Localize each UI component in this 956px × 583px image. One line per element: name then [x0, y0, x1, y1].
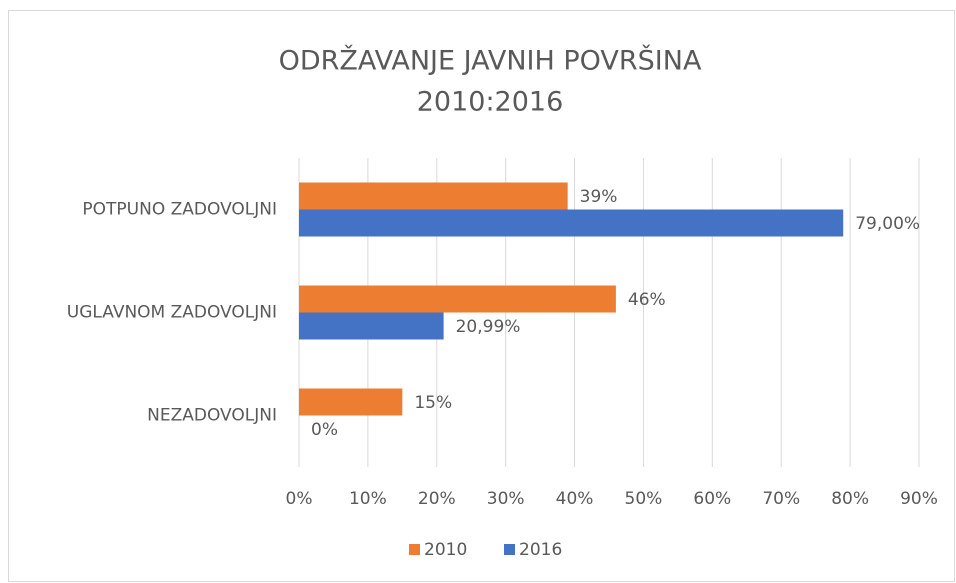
data-label: 0% — [311, 420, 338, 440]
y-tick-label: POTPUNO ZADOVOLJNI — [82, 200, 277, 220]
bar — [299, 285, 616, 313]
y-tick-label: UGLAVNOM ZADOVOLJNI — [67, 303, 277, 323]
x-tick-label: 90% — [900, 489, 938, 509]
x-tick-label: 40% — [556, 489, 594, 509]
bar — [299, 182, 568, 210]
y-tick-label: NEZADOVOLJNI — [147, 406, 277, 426]
x-tick-label: 20% — [418, 489, 456, 509]
x-tick-label: 80% — [831, 489, 869, 509]
data-label: 15% — [414, 393, 452, 413]
x-tick-label: 0% — [286, 489, 313, 509]
x-tick-label: 50% — [625, 489, 663, 509]
x-tick-label: 10% — [349, 489, 387, 509]
data-label: 20,99% — [456, 317, 521, 337]
chart-title: ODRŽAVANJE JAVNIH POVRŠINA — [279, 45, 702, 77]
bar — [299, 209, 844, 237]
legend-swatch — [504, 544, 515, 555]
legend-swatch — [409, 544, 420, 555]
bar — [299, 388, 403, 416]
legend-label: 2010 — [424, 540, 467, 560]
bar — [299, 312, 444, 340]
data-label: 79,00% — [855, 214, 920, 234]
x-tick-label: 30% — [487, 489, 525, 509]
legend-label: 2016 — [519, 540, 562, 560]
x-tick-label: 70% — [762, 489, 800, 509]
data-label: 46% — [628, 290, 666, 310]
chart-subtitle: 2010:2016 — [417, 87, 564, 118]
data-label: 39% — [580, 187, 618, 207]
x-tick-label: 60% — [693, 489, 731, 509]
